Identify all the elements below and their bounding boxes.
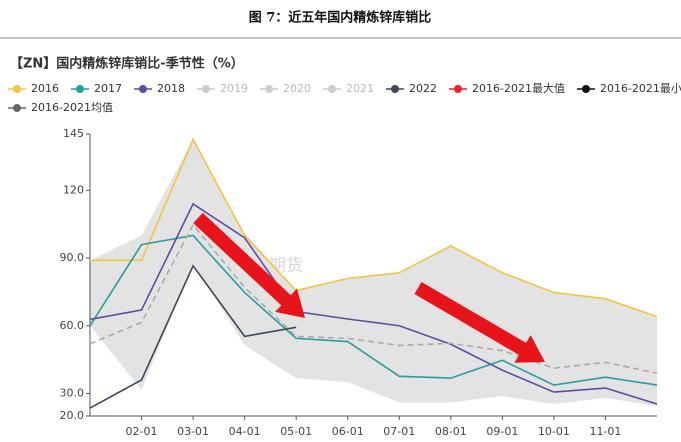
y-tick-label: 120	[63, 183, 84, 196]
y-tick-label: 20.0	[60, 409, 85, 422]
x-tick-label: 09-01	[486, 425, 518, 438]
series-line	[89, 223, 658, 374]
legend-label: 2016-2021均值	[31, 101, 113, 114]
x-tick-label: 11-01	[589, 425, 621, 438]
legend-label: 2016	[31, 82, 59, 95]
legend-marker	[13, 85, 21, 93]
legend-marker	[454, 85, 462, 93]
x-tick-label: 08-01	[435, 425, 467, 438]
x-tick-label: 06-01	[332, 425, 364, 438]
x-tick-label: 04-01	[229, 425, 261, 438]
plot: 作图：紫金天风期货20.030.060.090.012014502-0103-0…	[60, 127, 658, 438]
legend-marker	[202, 85, 210, 93]
legend-marker	[13, 104, 21, 112]
series-line	[90, 137, 658, 318]
series-line	[89, 264, 297, 409]
legend-label: 2016-2021最小值	[600, 82, 681, 95]
legend-marker	[139, 85, 147, 93]
legend-marker	[265, 85, 273, 93]
legend-marker	[76, 85, 84, 93]
x-tick-label: 03-01	[177, 425, 209, 438]
figure-title: 图 7：近五年国内精炼锌库销比	[249, 10, 432, 26]
x-tick-label: 02-01	[126, 425, 158, 438]
y-tick-label: 60.0	[60, 319, 85, 332]
series-line	[89, 234, 658, 386]
legend-label: 2021	[346, 82, 374, 95]
legend-label: 2018	[157, 82, 185, 95]
x-tick-label: 05-01	[280, 425, 312, 438]
x-tick-label: 07-01	[383, 425, 415, 438]
legend-label: 2022	[409, 82, 437, 95]
legend-marker	[391, 85, 399, 93]
range-band	[90, 139, 657, 407]
x-tick-label: 10-01	[538, 425, 570, 438]
arrow	[414, 281, 545, 363]
y-tick-label: 90.0	[60, 251, 85, 264]
chart-title: 【ZN】国内精炼锌库销比-季节性（%）	[10, 56, 244, 72]
legend-label: 2017	[94, 82, 122, 95]
legend-label: 2016-2021最大值	[472, 81, 565, 95]
series-line	[89, 202, 658, 405]
y-tick-label: 30.0	[60, 386, 85, 399]
arrow	[193, 212, 305, 318]
y-tick-label: 145	[63, 127, 84, 140]
legend-marker	[581, 85, 590, 93]
legend: 2016 2017 2018 2019 2020 2021 2022 2016-2021最大值…	[8, 81, 681, 114]
legend-label: 2020	[283, 82, 311, 95]
legend-label: 2019	[220, 82, 248, 95]
legend-marker	[328, 85, 336, 93]
